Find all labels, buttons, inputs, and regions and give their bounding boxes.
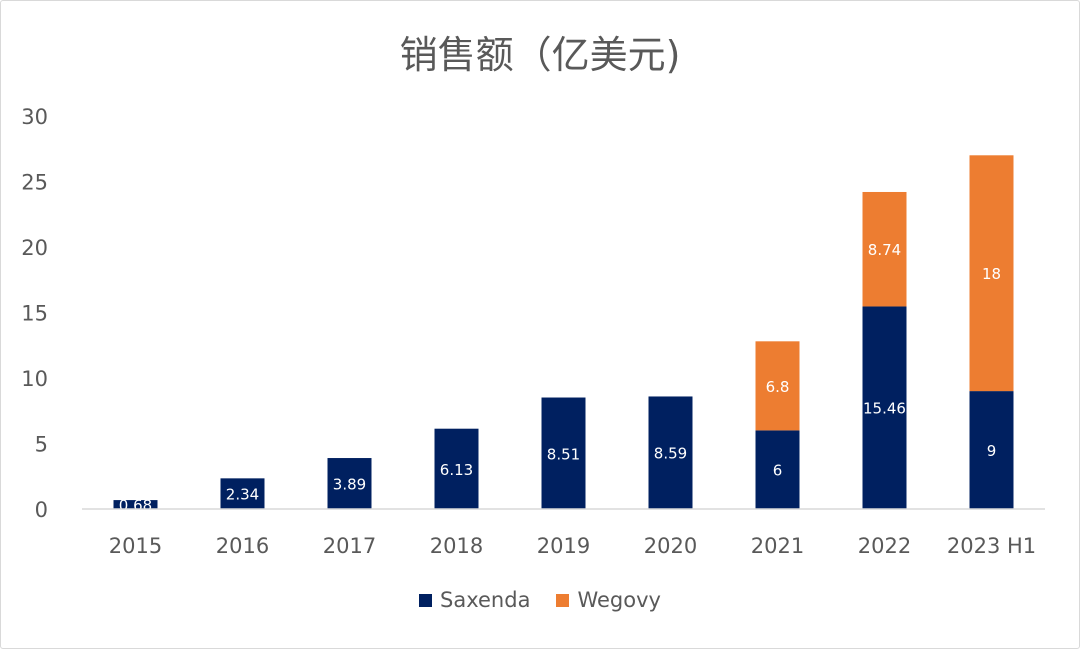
legend-item-wegovy: Wegovy — [556, 588, 661, 612]
data-label: 0.68 — [119, 497, 152, 515]
y-tick-label: 20 — [21, 236, 48, 260]
bar-saxenda-2023-h1 — [969, 391, 1014, 509]
y-tick-label: 0 — [35, 498, 48, 522]
bar-wegovy-2021 — [755, 341, 800, 431]
x-tick-label: 2016 — [216, 534, 269, 558]
legend-swatch-saxenda — [419, 593, 433, 607]
y-tick-label: 30 — [21, 105, 48, 129]
x-tick-label: 2022 — [858, 534, 911, 558]
bar-wegovy-2023-h1 — [969, 155, 1014, 392]
x-tick-label: 2015 — [109, 534, 162, 558]
bar-saxenda-2016 — [220, 478, 265, 509]
data-label: 6 — [773, 462, 783, 480]
bar-saxenda-2018 — [434, 428, 479, 509]
bar-wegovy-2022 — [862, 191, 907, 307]
data-label: 15.46 — [863, 400, 906, 418]
x-tick-label: 2023 H1 — [947, 534, 1036, 558]
bar-saxenda-2015 — [113, 500, 158, 509]
chart-title: 销售额（亿美元) — [399, 33, 681, 77]
x-tick-label: 2020 — [644, 534, 697, 558]
x-tick-label: 2019 — [537, 534, 590, 558]
bar-saxenda-2017 — [327, 458, 372, 509]
data-label: 8.74 — [868, 241, 901, 259]
y-tick-label: 10 — [21, 367, 48, 391]
data-label: 18 — [982, 265, 1001, 283]
legend-label-saxenda: Saxenda — [440, 588, 531, 612]
legend-swatch-wegovy — [556, 593, 570, 607]
data-label: 3.89 — [333, 476, 366, 494]
data-label: 6.8 — [766, 378, 790, 396]
x-tick-label: 2017 — [323, 534, 376, 558]
legend-item-saxenda: Saxenda — [419, 588, 530, 612]
bar-saxenda-2022 — [862, 306, 907, 509]
data-label: 8.51 — [547, 445, 580, 463]
legend: Saxenda Wegovy — [0, 588, 1080, 612]
bar-saxenda-2020 — [648, 396, 693, 509]
x-tick-label: 2021 — [751, 534, 804, 558]
data-label: 6.13 — [440, 461, 473, 479]
data-label: 2.34 — [226, 486, 259, 504]
y-tick-label: 25 — [21, 171, 48, 195]
data-label: 8.59 — [654, 445, 687, 463]
data-label: 9 — [987, 442, 997, 460]
legend-label-wegovy: Wegovy — [577, 588, 661, 612]
bar-saxenda-2021 — [755, 430, 800, 509]
y-tick-label: 5 — [35, 433, 48, 457]
x-tick-label: 2018 — [430, 534, 483, 558]
y-tick-label: 15 — [21, 302, 48, 326]
bar-saxenda-2019 — [541, 397, 586, 509]
